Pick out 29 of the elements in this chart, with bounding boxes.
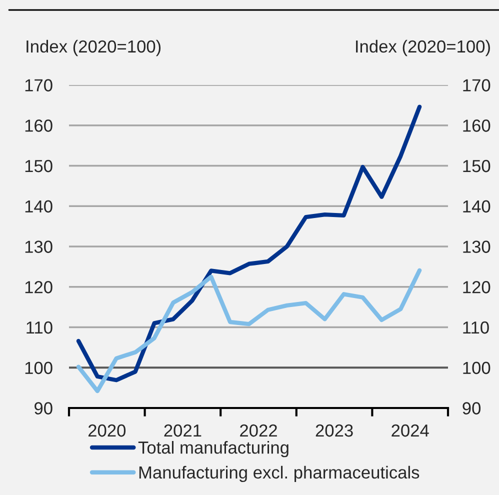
y-tick-label: 150	[25, 160, 52, 172]
y2-tick-label: 110	[463, 321, 489, 334]
y2-tick-label: 170	[463, 79, 490, 92]
y2-axis-title: Index (2020=100)	[356, 40, 490, 56]
y2-tick-label: 140	[463, 200, 490, 213]
y2-tick-label: 120	[463, 281, 490, 294]
line-series	[76, 268, 422, 394]
y2-tick-label: 160	[463, 120, 490, 132]
x-tick-label: 2022	[240, 424, 277, 437]
x-tick-label: 2020	[88, 424, 126, 437]
y2-tick-label: 100	[463, 362, 490, 374]
legend-label: Total manufacturing	[138, 441, 288, 458]
x-tick-label: 2021	[164, 424, 202, 437]
y-tick-label: 170	[25, 79, 52, 92]
y2-tick-label: 90	[462, 402, 481, 414]
line-series	[76, 104, 422, 382]
y-tick-label: 140	[25, 200, 52, 213]
y-tick-label: 90	[34, 402, 52, 414]
legend-label: Manufacturing excl. pharmaceuticals	[139, 466, 420, 482]
y-axis-title: Index (2020=100)	[26, 40, 161, 56]
y-tick-label: 100	[25, 362, 52, 374]
y-tick-label: 130	[25, 240, 52, 253]
y-tick-label: 110	[26, 321, 52, 334]
x-tick-label: 2024	[392, 424, 429, 437]
y-tick-label: 120	[25, 281, 52, 294]
y2-tick-label: 130	[463, 240, 490, 253]
x-tick-label: 2023	[316, 424, 353, 437]
y2-tick-label: 150	[463, 160, 490, 172]
y-tick-label: 160	[25, 120, 52, 132]
